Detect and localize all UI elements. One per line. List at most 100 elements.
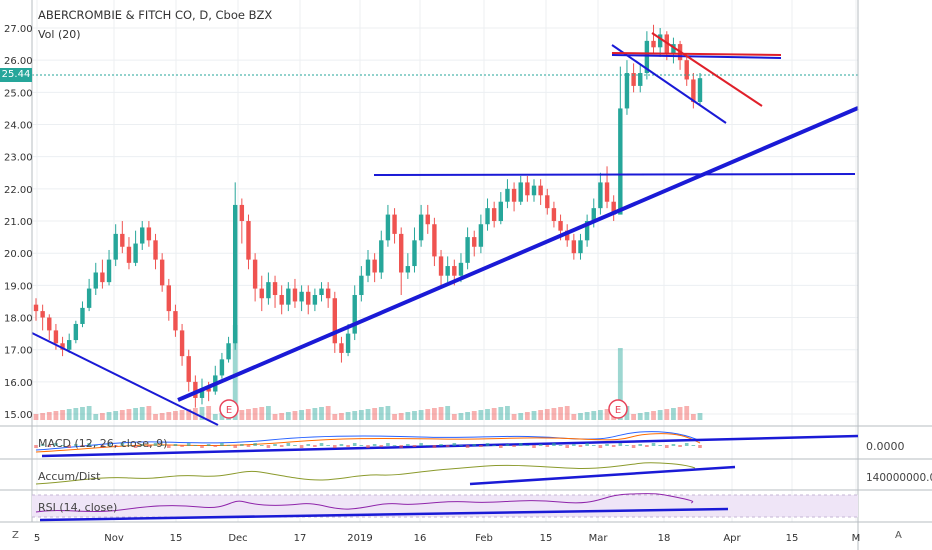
candle-body xyxy=(186,356,191,382)
candle-body xyxy=(598,182,603,209)
volume-bar xyxy=(578,413,583,420)
candle-body xyxy=(691,79,696,102)
macd-hist-bar xyxy=(684,443,689,446)
macd-hist-bar xyxy=(186,443,191,446)
volume-bar xyxy=(418,410,424,420)
candle-body xyxy=(392,214,397,234)
volume-bar xyxy=(339,413,344,420)
candle-body xyxy=(697,78,703,102)
candle-body xyxy=(372,259,377,273)
macd-hist-bar xyxy=(492,445,496,446)
zoom-button[interactable]: Z xyxy=(12,530,19,541)
time-axis[interactable]: 5 Nov 15 Dec 17 2019 16 Feb 15 Mar 18 Apr 15 M xyxy=(34,533,861,544)
macd-hist-bar xyxy=(698,445,702,448)
volume-bar xyxy=(491,408,497,420)
candle-body xyxy=(518,182,523,202)
earnings-marker-1[interactable]: E xyxy=(219,399,239,419)
macd-hist-bar xyxy=(273,444,277,446)
macd-hist-bar xyxy=(406,444,410,446)
volume-bar xyxy=(292,411,298,420)
volume-bar xyxy=(93,414,99,420)
macd-label[interactable]: MACD (12, 26, close, 9) xyxy=(38,437,168,450)
candle-body xyxy=(584,221,590,241)
accum-dist-value: 140000000.0000 xyxy=(866,472,932,484)
svg-text:E: E xyxy=(615,405,621,416)
macd-hist-bar xyxy=(505,444,510,446)
candle-body xyxy=(624,73,630,109)
candle-body xyxy=(126,246,132,263)
price-tick-label: 21.00 xyxy=(4,217,33,228)
time-tick-label: 16 xyxy=(414,533,427,544)
macd-hist-bar xyxy=(346,445,350,447)
volume-bar xyxy=(524,412,530,420)
volume-bar xyxy=(332,414,338,420)
volume-bar xyxy=(697,413,703,420)
candle-body xyxy=(33,304,39,312)
macd-hist-bar xyxy=(107,444,111,446)
candle-body xyxy=(166,285,171,312)
macd-hist-bar xyxy=(645,445,649,447)
macd-hist-bar xyxy=(127,445,131,446)
volume-bar xyxy=(206,406,212,420)
candle-body xyxy=(339,343,344,353)
volume-bar xyxy=(279,413,285,420)
macd-hist-bar xyxy=(206,444,211,446)
macd-hist-bar xyxy=(193,445,198,446)
price-tick-label: 15.00 xyxy=(4,410,33,421)
drawn-trendlines[interactable] xyxy=(31,32,859,426)
candle-body xyxy=(206,388,211,392)
volume-bar xyxy=(312,408,318,420)
macd-hist-bar xyxy=(439,444,443,446)
volume-bar xyxy=(179,410,185,420)
macd-hist-bar xyxy=(465,445,470,448)
candle-body xyxy=(465,237,470,263)
macd-hist-bar xyxy=(233,445,237,448)
volume-bar xyxy=(365,409,371,420)
candle-body xyxy=(505,188,510,202)
candle-body xyxy=(399,233,404,273)
macd-hist-bar xyxy=(87,443,91,446)
accum-dist-label[interactable]: Accum/Dist xyxy=(38,470,101,483)
candle-body xyxy=(266,282,271,299)
candle-body xyxy=(525,182,530,196)
price-tick-label: 25.00 xyxy=(4,88,33,99)
macd-hist-bar xyxy=(419,443,423,446)
macd-pane xyxy=(34,431,859,458)
volume-bar xyxy=(246,409,251,420)
earnings-marker-2[interactable]: E xyxy=(608,399,628,419)
macd-hist-bar xyxy=(366,445,370,448)
candle-body xyxy=(53,330,59,344)
macd-hist-bar xyxy=(552,443,556,446)
time-tick-label: Nov xyxy=(104,533,124,544)
volume-bar xyxy=(631,414,636,420)
volume-bar xyxy=(637,413,643,420)
time-tick-label: 15 xyxy=(170,533,183,544)
candle-body xyxy=(259,288,264,299)
price-tick-label: 19.00 xyxy=(4,281,33,292)
candle-body xyxy=(438,256,444,276)
candle-body xyxy=(445,266,450,276)
candle-body xyxy=(359,275,364,296)
svg-text:E: E xyxy=(226,405,232,416)
time-tick-label: 15 xyxy=(540,533,553,544)
macd-hist-bar xyxy=(100,445,105,448)
candle-body xyxy=(491,208,497,222)
candle-body xyxy=(531,185,537,196)
rsi-label[interactable]: RSI (14, close) xyxy=(38,501,118,514)
auto-scale-button[interactable]: A xyxy=(895,530,902,541)
macd-hist-bar xyxy=(226,445,231,446)
macd-hist-bar xyxy=(147,445,151,447)
macd-hist-bar xyxy=(585,443,589,446)
volume-bar xyxy=(372,408,378,420)
macd-hist-bar xyxy=(532,445,536,448)
volume-bar xyxy=(385,406,391,420)
macd-hist-bar xyxy=(386,443,390,446)
volume-bar xyxy=(100,413,105,420)
candle-body xyxy=(252,259,258,289)
candle-body xyxy=(405,266,411,273)
candle-body xyxy=(425,214,430,225)
price-axis[interactable]: 27.00 26.00 25.00 24.00 23.00 22.00 21.00 20.00… xyxy=(4,24,33,421)
candlesticks xyxy=(33,24,703,408)
candle-body xyxy=(332,298,337,344)
